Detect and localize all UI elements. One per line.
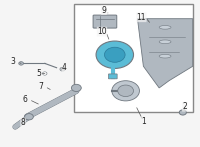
Text: 11: 11 — [137, 13, 146, 22]
Circle shape — [25, 114, 33, 120]
Circle shape — [96, 41, 134, 69]
Text: 8: 8 — [21, 118, 25, 127]
Text: 9: 9 — [102, 6, 106, 15]
Text: 7: 7 — [38, 82, 43, 91]
Circle shape — [44, 73, 46, 74]
Polygon shape — [137, 19, 193, 88]
FancyBboxPatch shape — [93, 15, 117, 28]
Circle shape — [71, 84, 81, 92]
Text: 5: 5 — [36, 69, 41, 78]
FancyBboxPatch shape — [74, 4, 193, 112]
Ellipse shape — [159, 26, 171, 29]
Text: 4: 4 — [62, 63, 67, 72]
Text: 2: 2 — [182, 102, 187, 111]
Circle shape — [60, 67, 65, 71]
Circle shape — [112, 81, 139, 101]
Circle shape — [43, 72, 47, 75]
Text: 3: 3 — [11, 57, 16, 66]
Circle shape — [19, 62, 23, 65]
Circle shape — [61, 68, 64, 70]
Circle shape — [179, 110, 186, 115]
Circle shape — [118, 85, 134, 97]
Text: 10: 10 — [97, 27, 107, 36]
Ellipse shape — [159, 40, 171, 44]
Ellipse shape — [159, 54, 171, 58]
Circle shape — [104, 47, 125, 62]
Text: 1: 1 — [141, 117, 146, 126]
FancyBboxPatch shape — [108, 74, 117, 79]
Text: 6: 6 — [23, 95, 27, 104]
